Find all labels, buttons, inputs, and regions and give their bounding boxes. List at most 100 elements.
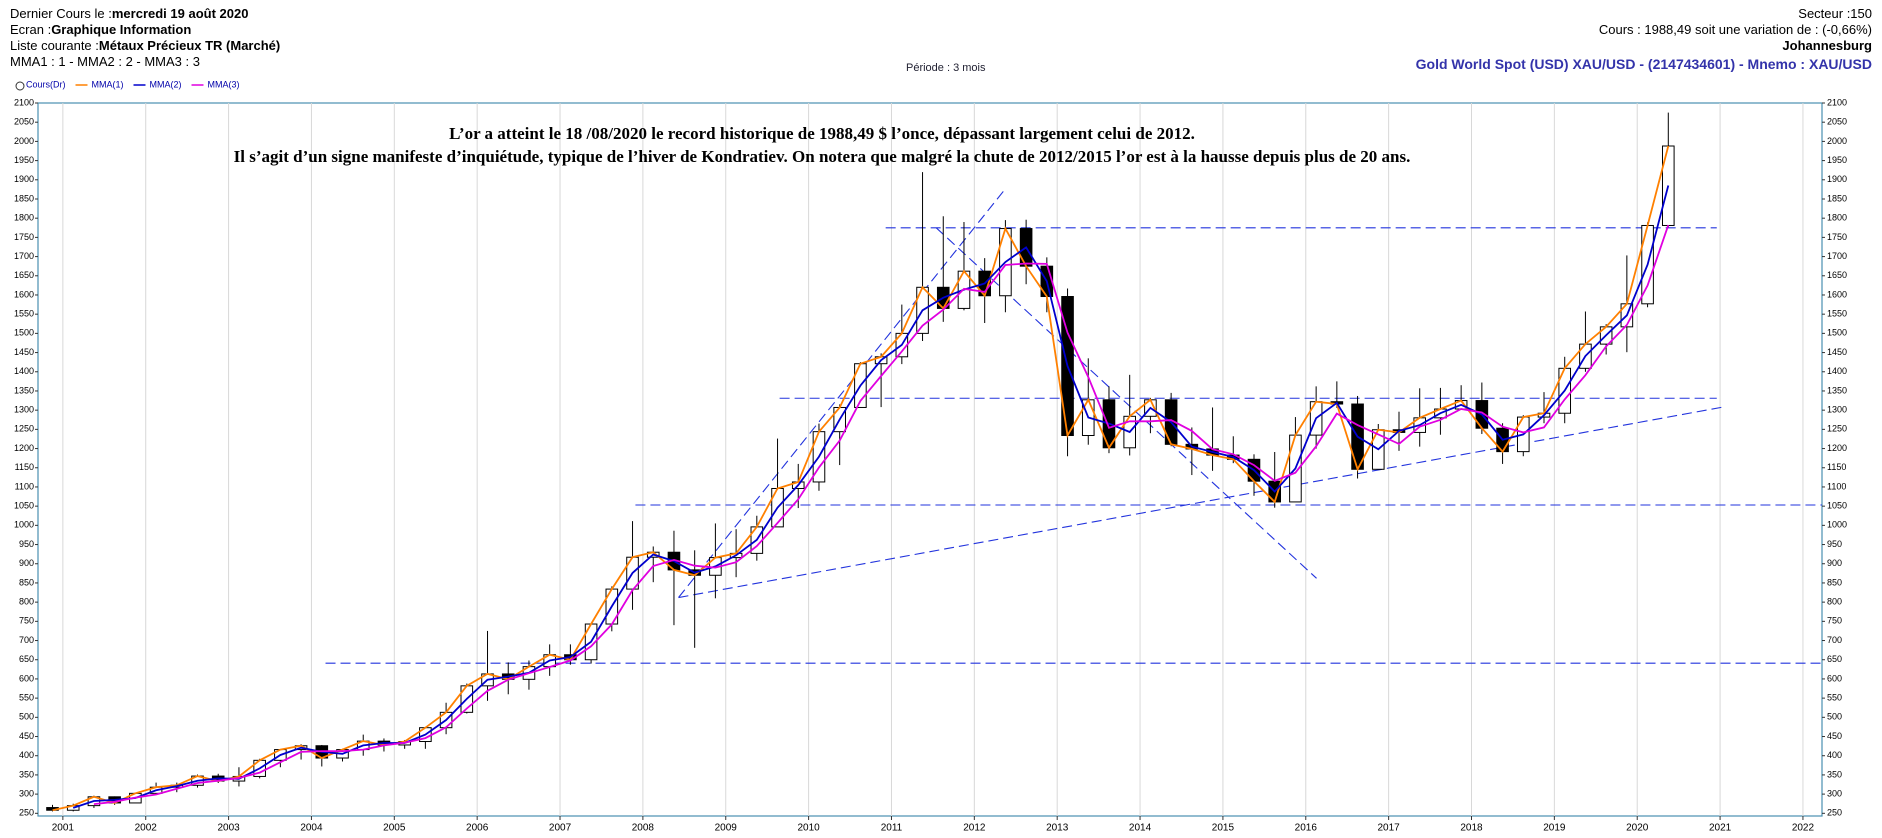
value: mercredi 19 août 2020 <box>111 6 249 21</box>
label: Ecran : <box>10 22 52 37</box>
trendline <box>678 406 1726 599</box>
y-tick-label: 700 <box>19 635 34 645</box>
y-tick-label: 900 <box>19 558 34 568</box>
y-tick-label: 800 <box>19 597 34 607</box>
y-tick-label: 2050 <box>1827 117 1847 127</box>
y-tick-label: 2000 <box>1827 136 1847 146</box>
x-tick-label: 2018 <box>1460 823 1483 834</box>
plot-area <box>37 102 1823 817</box>
x-tick-label: 2013 <box>1046 823 1069 834</box>
y-tick-label: 1500 <box>1827 328 1847 338</box>
y-tick-label: 600 <box>1827 673 1842 683</box>
y-tick-label: 950 <box>1827 539 1842 549</box>
x-tick-label: 2004 <box>300 823 323 834</box>
y-tick-label: 1400 <box>1827 366 1847 376</box>
x-tick-label: 2005 <box>383 823 406 834</box>
x-tick-label: 2003 <box>217 823 240 834</box>
y-tick-label: 850 <box>1827 577 1842 587</box>
y-tick-label: 1350 <box>14 385 34 395</box>
x-tick-label: 2014 <box>1129 823 1152 834</box>
y-tick-label: 1400 <box>14 366 34 376</box>
x-tick-label: 2012 <box>963 823 986 834</box>
y-tick-label: 1800 <box>14 213 34 223</box>
sector: Secteur :150 <box>1798 6 1872 21</box>
x-tick-label: 2009 <box>715 823 738 834</box>
y-tick-label: 1100 <box>1827 481 1846 491</box>
ma-line <box>52 145 1670 812</box>
y-tick-label: 1950 <box>1827 155 1847 165</box>
y-tick-label: 1750 <box>1827 232 1847 242</box>
legend-label: MMA(3) <box>208 79 240 89</box>
instrument: Gold World Spot (USD) XAU/USD - (2147434… <box>1415 56 1872 72</box>
x-tick-label: 2015 <box>1212 823 1235 834</box>
trendline <box>935 227 1317 579</box>
header-line: MMA1 : 1 - MMA2 : 2 - MMA3 : 3 <box>10 54 200 70</box>
x-tick-label: 2007 <box>549 823 572 834</box>
y-tick-label: 1650 <box>14 270 34 280</box>
header-line: Liste courante :Métaux Précieux TR (Marc… <box>10 38 280 54</box>
y-tick-label: 450 <box>1827 731 1842 741</box>
y-tick-label: 450 <box>19 731 34 741</box>
y-tick-label: 1750 <box>14 232 34 242</box>
x-tick-label: 2006 <box>466 823 489 834</box>
y-tick-label: 1850 <box>1827 193 1847 203</box>
y-tick-label: 550 <box>1827 693 1842 703</box>
y-tick-label: 900 <box>1827 558 1842 568</box>
x-tick-label: 2008 <box>632 823 655 834</box>
value: Métaux Précieux TR (Marché) <box>98 38 281 53</box>
x-tick-label: 2002 <box>135 823 158 834</box>
y-tick-label: 1000 <box>1827 520 1847 530</box>
x-tick-label: 2021 <box>1709 823 1732 834</box>
y-tick-label: 250 <box>1827 808 1842 818</box>
y-tick-label: 650 <box>19 654 34 664</box>
x-tick-label: 2022 <box>1792 823 1815 834</box>
x-tick-label: 2019 <box>1543 823 1566 834</box>
y-tick-label: 350 <box>1827 769 1842 779</box>
annotation: Il s’agit d’un signe manifeste d’inquiét… <box>234 147 1411 166</box>
y-tick-label: 1650 <box>1827 270 1847 280</box>
y-tick-label: 2050 <box>14 117 34 127</box>
y-tick-label: 1300 <box>1827 405 1847 415</box>
y-tick-label: 1850 <box>14 193 34 203</box>
y-tick-label: 1950 <box>14 155 34 165</box>
header-line: Ecran :Graphique Information <box>10 22 191 38</box>
y-tick-label: 750 <box>1827 616 1842 626</box>
y-tick-label: 1900 <box>1827 174 1847 184</box>
y-tick-label: 1200 <box>1827 443 1847 453</box>
value: Graphique Information <box>51 22 192 37</box>
legend-label: MMA(2) <box>150 79 182 89</box>
y-tick-label: 500 <box>19 712 34 722</box>
x-tick-label: 2010 <box>797 823 820 834</box>
legend-label: MMA(1) <box>92 79 124 89</box>
y-tick-label: 1150 <box>1827 462 1846 472</box>
quote: Cours : 1988,49 soit une variation de : … <box>1598 22 1872 37</box>
y-tick-label: 700 <box>1827 635 1842 645</box>
y-tick-label: 300 <box>1827 788 1842 798</box>
ma-line <box>72 185 1670 809</box>
y-tick-label: 400 <box>19 750 34 760</box>
y-tick-label: 1100 <box>15 481 34 491</box>
y-tick-label: 1700 <box>14 251 34 261</box>
y-tick-label: 1350 <box>1827 385 1847 395</box>
x-tick-label: 2001 <box>52 823 75 834</box>
y-tick-label: 400 <box>1827 750 1842 760</box>
y-tick-label: 650 <box>1827 654 1842 664</box>
period: Période : 3 mois <box>906 62 986 74</box>
y-tick-label: 1600 <box>1827 289 1847 299</box>
y-tick-label: 1250 <box>1827 424 1847 434</box>
y-tick-label: 2100 <box>14 97 34 107</box>
y-tick-label: 1700 <box>1827 251 1847 261</box>
y-tick-label: 1450 <box>1827 347 1847 357</box>
y-tick-label: 2000 <box>14 136 34 146</box>
y-tick-label: 1000 <box>14 520 34 530</box>
y-tick-label: 1550 <box>14 309 34 319</box>
y-tick-label: 950 <box>19 539 34 549</box>
legend-icon <box>15 81 25 91</box>
y-tick-label: 350 <box>19 769 34 779</box>
y-tick-label: 1500 <box>14 328 34 338</box>
place: Johannesburg <box>1782 38 1872 53</box>
x-tick-label: 2011 <box>881 823 903 834</box>
y-tick-label: 600 <box>19 673 34 683</box>
legend-label: Cours(Dr) <box>26 79 66 89</box>
